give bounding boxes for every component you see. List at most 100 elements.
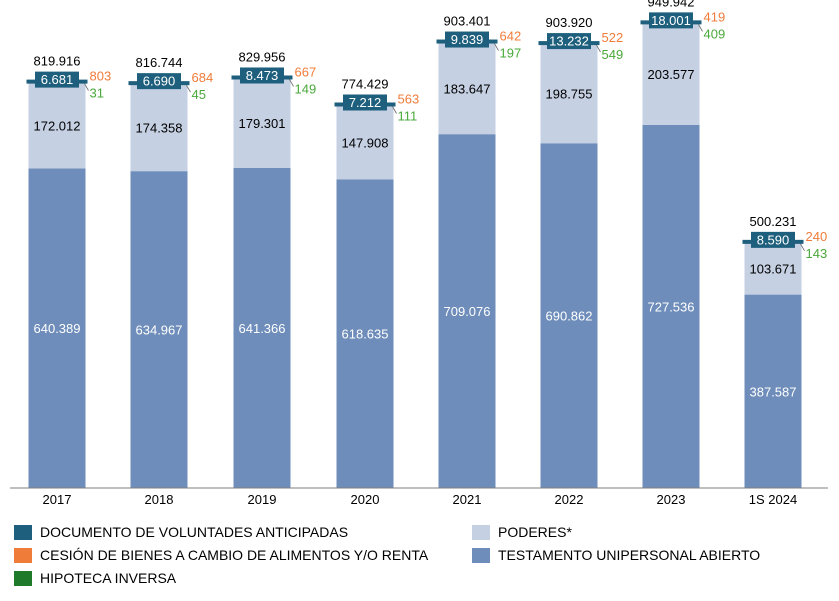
bar-testamento [28, 168, 86, 488]
legend-item-poderes: PODERES* [472, 524, 572, 540]
data-label-box-documento [445, 31, 489, 48]
bar-poderes [744, 242, 802, 295]
data-label-box-documento [343, 94, 387, 111]
data-label-documento: 6.690 [143, 74, 176, 89]
data-label-cesion: 563 [398, 91, 420, 106]
bar-poderes [540, 44, 598, 144]
bar-poderes [28, 82, 86, 169]
bar-poderes [130, 84, 188, 172]
bar-testamento [438, 134, 496, 488]
total-label: 949.942 [648, 0, 695, 9]
total-label: 903.920 [546, 15, 593, 30]
data-label-box-documento [240, 67, 284, 84]
data-label-testamento: 727.536 [648, 299, 695, 314]
legend-swatch [14, 524, 32, 540]
data-label-cesion: 642 [500, 29, 522, 44]
data-label-documento: 13.232 [549, 34, 589, 49]
legend: DOCUMENTO DE VOLUNTADES ANTICIPADAS CESI… [14, 524, 834, 594]
total-label: 819.916 [34, 54, 81, 69]
data-label-testamento: 618.635 [342, 327, 389, 342]
bar-testamento [336, 179, 394, 488]
data-label-testamento: 634.967 [136, 323, 183, 338]
total-label: 903.401 [444, 14, 491, 29]
data-label-cesion: 667 [295, 64, 317, 79]
legend-swatch [472, 547, 490, 563]
x-tick-label: 2017 [43, 492, 72, 507]
bar-poderes [438, 42, 496, 135]
data-label-box-documento [35, 71, 79, 88]
x-tick-label: 2020 [351, 492, 380, 507]
legend-swatch [472, 524, 490, 540]
leader-line [800, 243, 805, 252]
data-label-poderes: 198.755 [546, 87, 593, 102]
leader-line [698, 24, 703, 32]
data-label-documento: 8.590 [757, 232, 790, 247]
data-label-box-documento [751, 231, 795, 248]
x-tick-label: 2021 [453, 492, 482, 507]
legend-item-cesion: CESIÓN DE BIENES A CAMBIO DE ALIMENTOS Y… [14, 547, 428, 563]
x-tick-label: 1S 2024 [749, 492, 797, 507]
data-label-hipoteca: 45 [192, 87, 206, 102]
legend-label: CESIÓN DE BIENES A CAMBIO DE ALIMENTOS Y… [40, 547, 429, 563]
total-label: 829.956 [239, 49, 286, 64]
legend-swatch [14, 547, 32, 563]
x-tick-label: 2019 [248, 492, 277, 507]
leader-line [84, 83, 89, 91]
data-label-poderes: 203.577 [648, 67, 695, 82]
total-label: 500.231 [750, 214, 797, 229]
legend-label: TESTAMENTO UNIPERSONAL ABIERTO [498, 547, 761, 563]
data-label-testamento: 387.587 [750, 384, 797, 399]
data-label-box-documento [137, 73, 181, 90]
data-label-testamento: 709.076 [444, 304, 491, 319]
leader-line [392, 106, 397, 114]
legend-item-testamento: TESTAMENTO UNIPERSONAL ABIERTO [472, 547, 760, 563]
bar-testamento [130, 171, 188, 488]
data-label-hipoteca: 111 [398, 108, 418, 123]
leader-line [596, 44, 601, 53]
total-label: 816.744 [136, 55, 183, 70]
bar-poderes [642, 23, 700, 125]
data-label-box-documento [547, 33, 591, 50]
bar-testamento [540, 143, 598, 488]
x-tick-label: 2023 [657, 492, 686, 507]
data-label-testamento: 690.862 [546, 309, 593, 324]
data-label-documento: 9.839 [451, 32, 484, 47]
data-label-cesion: 522 [602, 30, 624, 45]
leader-line [186, 84, 191, 93]
x-tick-label: 2018 [145, 492, 174, 507]
legend-label: HIPOTECA INVERSA [40, 570, 177, 586]
data-label-hipoteca: 143 [806, 246, 828, 261]
data-label-cesion: 240 [806, 229, 828, 244]
data-label-hipoteca: 549 [602, 47, 624, 62]
data-label-hipoteca: 409 [704, 26, 726, 41]
bar-testamento [233, 167, 291, 488]
data-label-poderes: 172.012 [34, 119, 81, 134]
bar-poderes [336, 105, 394, 180]
data-label-testamento: 641.366 [239, 321, 286, 336]
bar-testamento [744, 294, 802, 488]
data-label-poderes: 147.908 [342, 135, 389, 150]
data-label-box-documento [649, 12, 693, 29]
data-label-hipoteca: 197 [500, 46, 522, 61]
legend-label: PODERES* [498, 524, 572, 540]
total-label: 774.429 [342, 76, 389, 91]
legend-label: DOCUMENTO DE VOLUNTADES ANTICIPADAS [40, 524, 349, 540]
data-label-documento: 8.473 [246, 68, 279, 83]
x-tick-label: 2022 [555, 492, 584, 507]
bar-poderes [233, 78, 291, 168]
data-label-cesion: 684 [192, 70, 214, 85]
legend-swatch [14, 570, 32, 586]
data-label-testamento: 640.389 [34, 321, 81, 336]
data-label-cesion: 803 [90, 69, 112, 84]
data-label-poderes: 103.671 [750, 262, 797, 277]
data-label-documento: 6.681 [41, 72, 74, 87]
data-label-documento: 18.001 [651, 13, 691, 28]
data-label-poderes: 174.358 [136, 121, 183, 136]
bar-testamento [642, 124, 700, 488]
data-label-hipoteca: 149 [295, 81, 317, 96]
data-label-poderes: 183.647 [444, 81, 491, 96]
legend-item-documento: DOCUMENTO DE VOLUNTADES ANTICIPADAS [14, 524, 348, 540]
data-label-documento: 7.212 [349, 95, 382, 110]
legend-item-hipoteca: HIPOTECA INVERSA [14, 570, 176, 586]
